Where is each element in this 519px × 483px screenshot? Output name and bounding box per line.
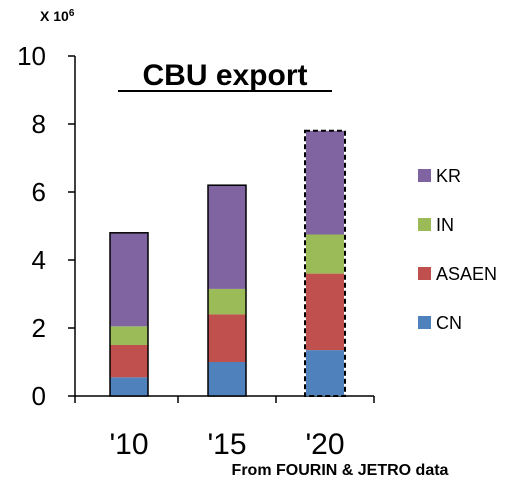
bars <box>109 129 346 398</box>
legend-label-asaen: ASAEN <box>436 264 497 284</box>
bar-segment-in <box>110 326 148 345</box>
y-tick-label: 6 <box>32 177 46 207</box>
x-ticks: '10 '15 '20 <box>74 396 375 461</box>
legend-label-kr: KR <box>436 166 461 186</box>
y-tick-label: 0 <box>32 381 46 411</box>
bar-segment-kr <box>306 130 344 235</box>
legend-label-in: IN <box>436 215 454 235</box>
bar-outline <box>109 232 149 397</box>
bar-outline <box>207 184 247 397</box>
bar-segment-asaen <box>208 314 246 362</box>
legend: KR IN ASAEN CN <box>418 166 497 333</box>
y-tick-label: 2 <box>32 313 46 343</box>
legend-swatch-asaen <box>418 267 431 280</box>
bar-segment-cn <box>110 377 148 396</box>
legend-swatch-in <box>418 218 431 231</box>
x-tick-label: '15 <box>207 428 246 461</box>
bar-segment-kr <box>110 232 148 327</box>
bar-segment-cn <box>208 362 246 396</box>
bar-segment-kr <box>208 185 246 289</box>
bar-segment-cn <box>306 350 344 396</box>
source-note: From FOURIN & JETRO data <box>232 462 449 479</box>
unit-label: X 106 <box>40 8 75 24</box>
y-tick-label: 10 <box>17 41 46 71</box>
y-tick-label: 4 <box>32 245 46 275</box>
y-ticks: 0 2 4 6 8 10 <box>17 41 75 411</box>
legend-swatch-kr <box>418 169 431 182</box>
bar-segment-in <box>306 234 344 274</box>
bar-segment-in <box>208 288 246 315</box>
chart-title: CBU export <box>142 59 307 92</box>
x-tick-label: '20 <box>305 428 344 461</box>
legend-label-cn: CN <box>436 313 462 333</box>
bar-outline <box>304 129 346 398</box>
legend-swatch-cn <box>418 316 431 329</box>
x-tick-label: '10 <box>109 428 148 461</box>
bar-segment-asaen <box>110 345 148 378</box>
bar-segment-asaen <box>306 273 344 351</box>
y-tick-label: 8 <box>32 109 46 139</box>
